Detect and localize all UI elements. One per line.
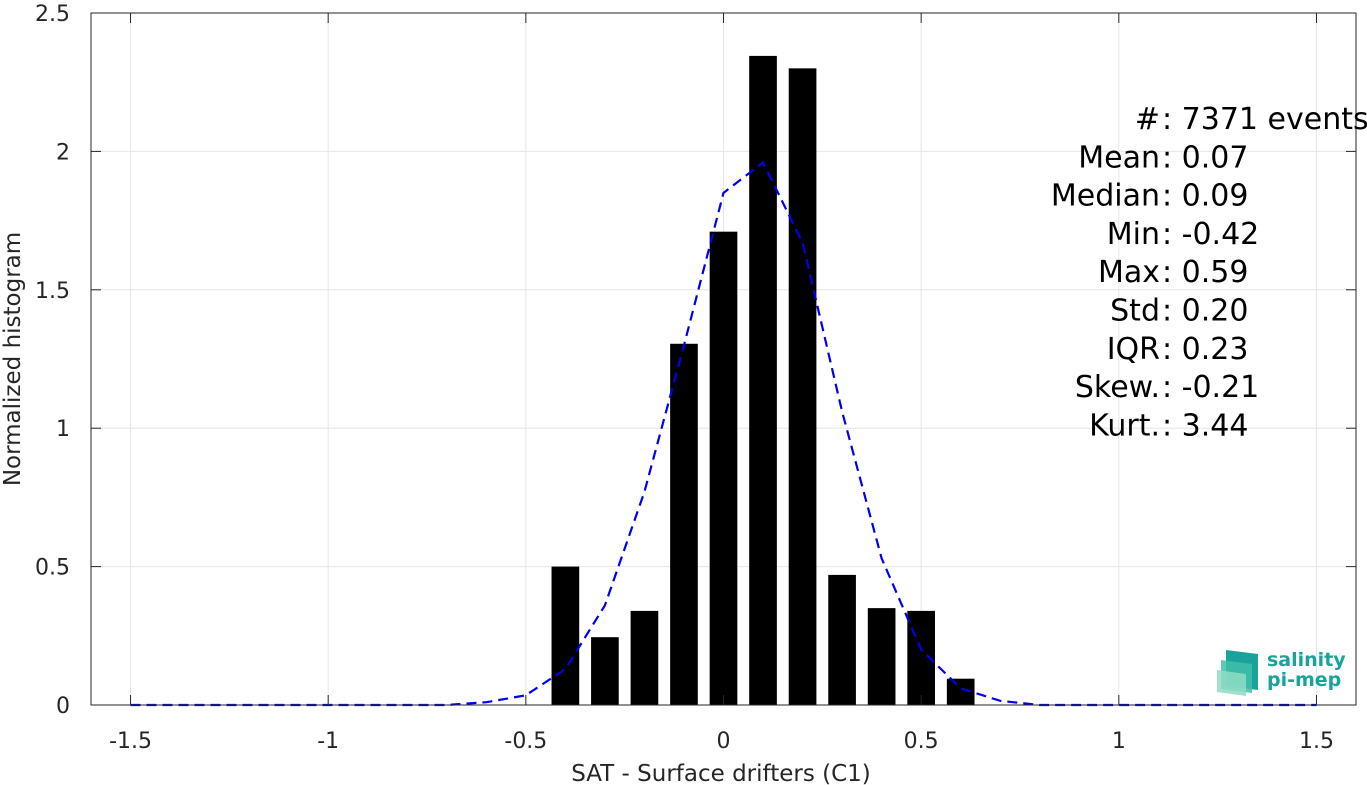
bars [551,55,975,706]
y-axis-label: Normalized histogram [0,232,26,486]
logo-line2: pi-mep [1267,669,1341,691]
x-tick-label: 1 [1112,729,1126,754]
histogram-bar [551,566,580,705]
histogram-bar [867,608,896,705]
logo-line1: salinity [1267,649,1346,671]
stat-label: Mean [1078,140,1160,175]
y-tick-label: 2 [56,140,70,165]
stat-label: # [1135,102,1160,137]
stat-value: : 0.23 [1162,332,1248,367]
stat-label: IQR [1107,332,1160,367]
stat-value: : 0.07 [1162,140,1248,175]
stat-label: Std [1110,294,1160,329]
stat-value: : 3.44 [1162,408,1248,443]
histogram-bar [670,343,698,705]
x-tick-labels: -1.5 -1 -0.5 0 0.5 1 1.5 [109,729,1334,754]
y-tick-labels: 0 0.5 1 1.5 2 2.5 [35,2,70,719]
stat-value: : 0.59 [1162,255,1248,290]
y-tick-label: 1.5 [35,279,70,304]
x-tick-label: 1.5 [1299,729,1334,754]
stat-label: Min [1107,217,1160,252]
logo-mark-icon [1217,650,1258,696]
x-tick-label: -1 [317,729,339,754]
stat-label: Kurt. [1089,408,1160,443]
x-axis-label: SAT - Surface drifters (C1) [571,761,871,785]
x-tick-label: -1.5 [109,729,152,754]
histogram-bar [749,55,777,706]
stat-value: : -0.42 [1162,217,1259,252]
stat-label: Median [1051,179,1160,214]
stat-value: : 7371 events [1162,102,1367,137]
histogram-bar [591,637,619,705]
stat-value: : 0.20 [1162,294,1248,329]
histogram-bar [788,68,817,706]
logo: salinity pi-mep [1217,649,1346,696]
x-tick-label: -0.5 [504,729,547,754]
stat-label: Max [1098,255,1160,290]
stat-value: : 0.09 [1162,179,1248,214]
histogram-bar [630,610,659,705]
ticks [91,12,1356,706]
stat-value: : -0.21 [1162,370,1259,405]
y-tick-label: 2.5 [35,2,70,27]
y-tick-label: 0.5 [35,556,70,581]
x-tick-label: 0.5 [904,729,939,754]
y-tick-label: 0 [56,694,70,719]
y-tick-label: 1 [56,417,70,442]
histogram-bar [709,231,738,705]
histogram-bar [828,574,856,705]
x-tick-label: 0 [717,729,731,754]
stat-label: Skew. [1075,370,1160,405]
